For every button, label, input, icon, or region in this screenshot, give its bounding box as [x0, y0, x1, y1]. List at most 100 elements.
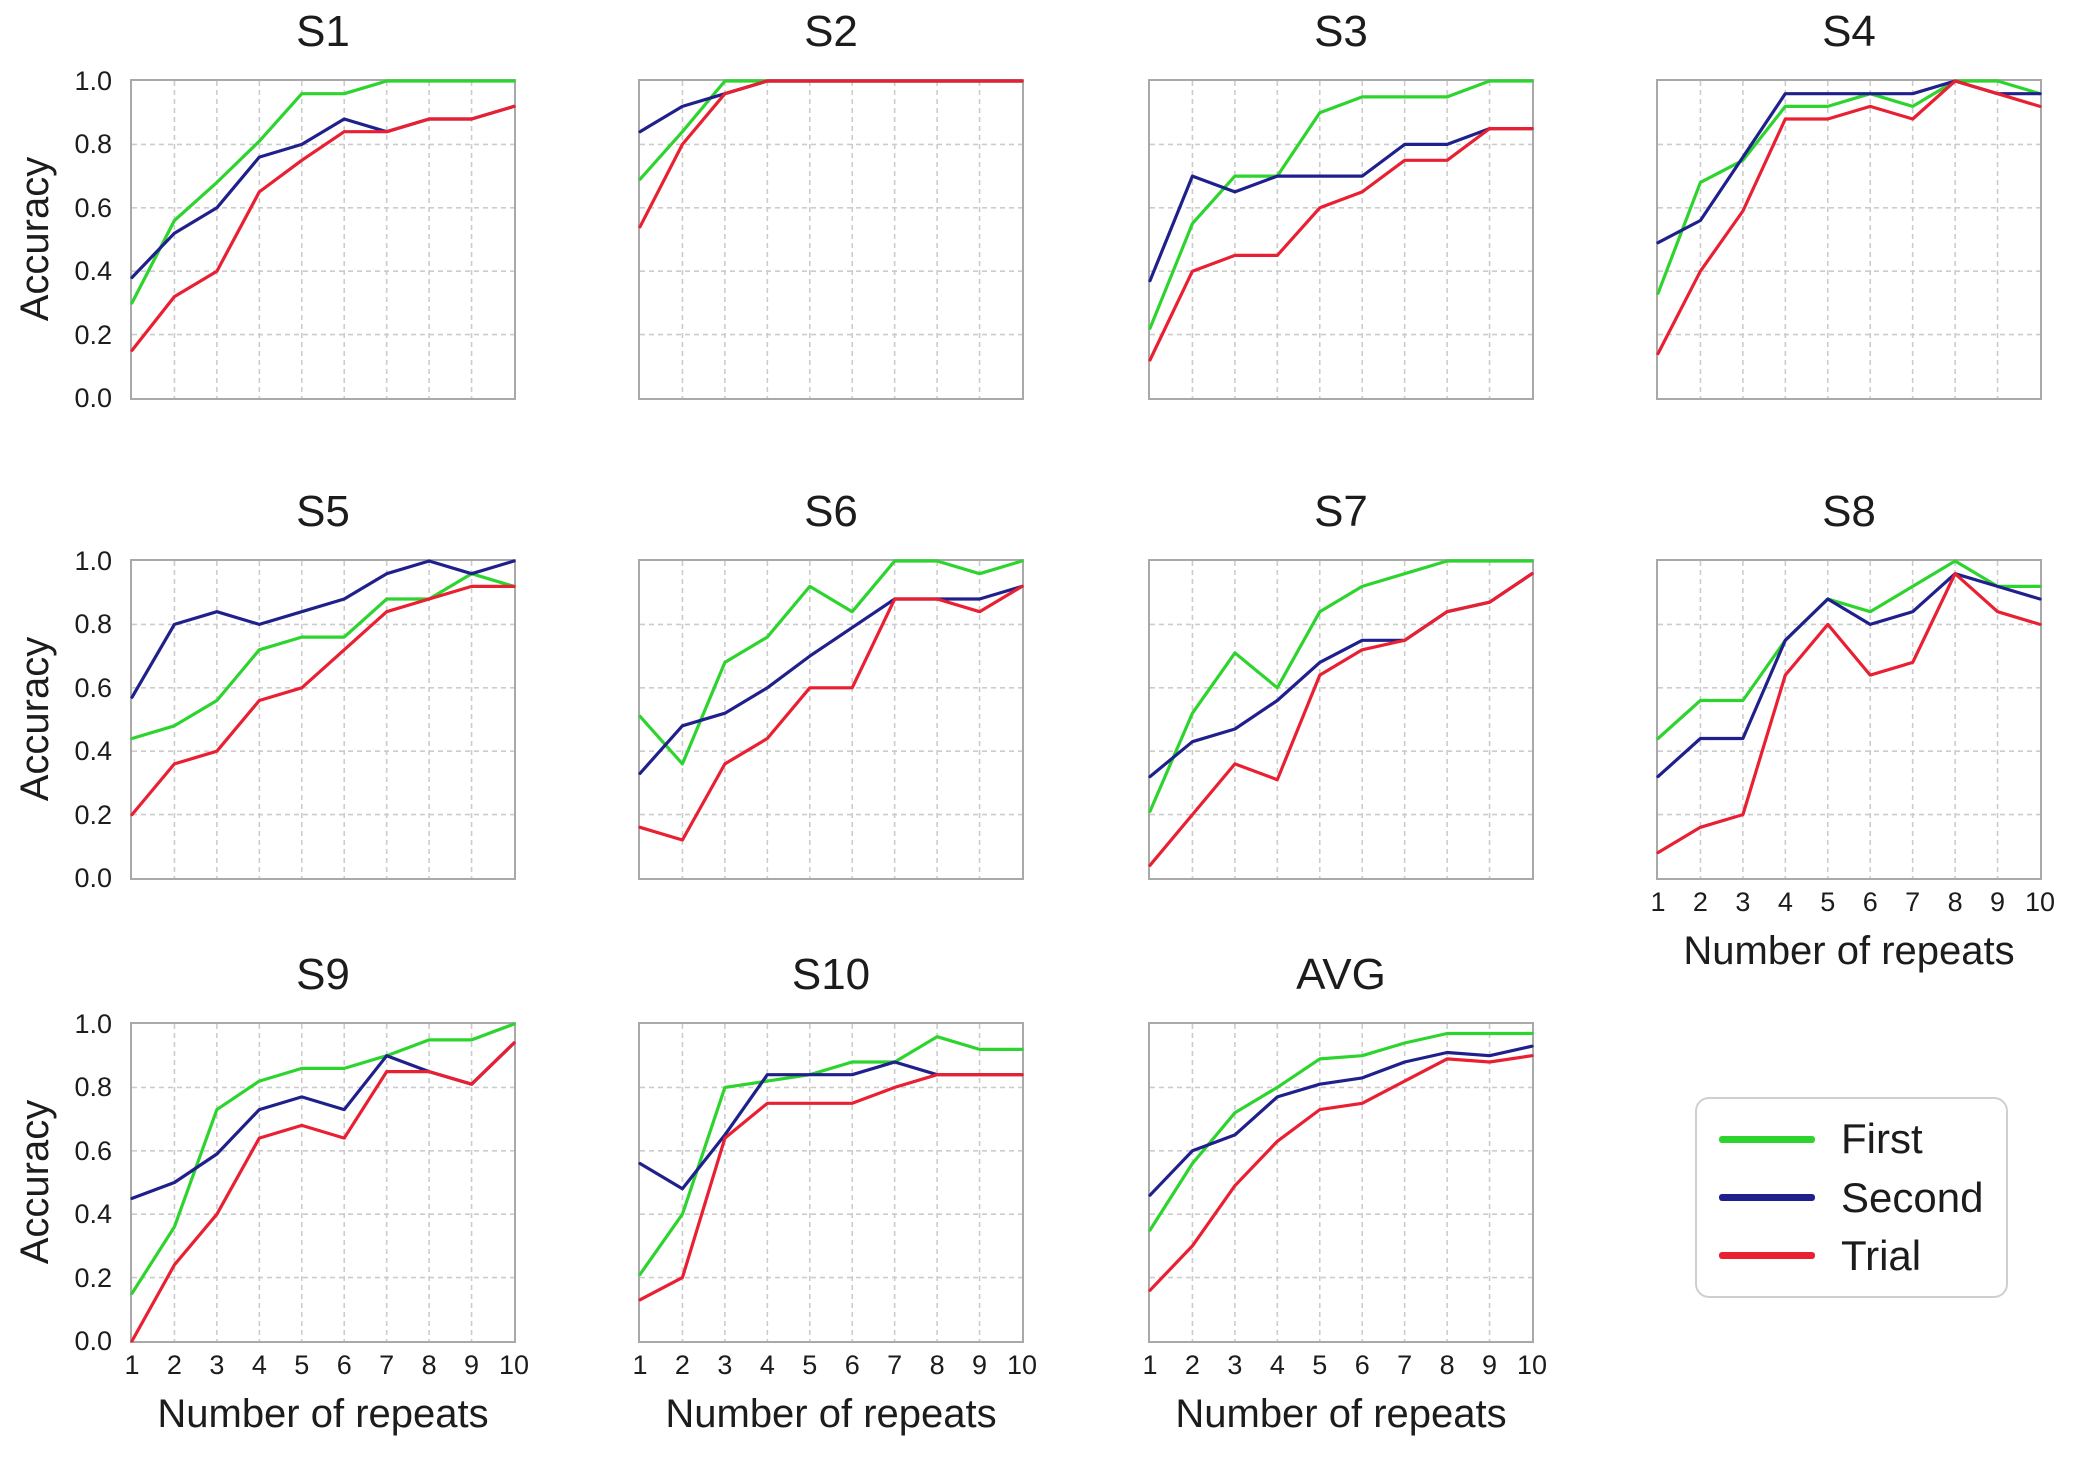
legend-entry-second: Second	[1719, 1174, 2006, 1222]
series-line-trial	[638, 79, 1024, 229]
series-line-second	[1148, 126, 1534, 283]
y-tick-label: 0.2	[74, 319, 112, 350]
y-tick-label: 0.4	[74, 256, 112, 287]
chart-title: S7	[1314, 487, 1368, 536]
legend-line-swatch-trial	[1719, 1252, 1815, 1260]
plot-frame	[1148, 79, 1534, 400]
x-tick-label: 10	[1006, 1350, 1038, 1380]
x-tick-label: 9	[1482, 1350, 1498, 1380]
x-tick-label: 3	[1735, 887, 1751, 917]
series-line-trial	[130, 1041, 516, 1343]
y-tick-label: 0.8	[74, 1072, 112, 1103]
x-tick-label: 3	[1227, 1350, 1243, 1380]
x-tick-label: 10	[2024, 887, 2056, 917]
legend-entry-first: First	[1719, 1115, 2006, 1163]
x-tick-label: 2	[1184, 1350, 1200, 1380]
plot-frame	[130, 1022, 516, 1343]
x-tick-label: 4	[759, 1350, 775, 1380]
series-line-trial	[638, 1073, 1024, 1302]
series-line-first	[1148, 559, 1534, 813]
x-tick-label: 1	[1650, 887, 1666, 917]
y-tick-label: 1.0	[74, 546, 112, 576]
y-tick-label: 0.4	[74, 736, 112, 767]
legend-entry-trial: Trial	[1719, 1232, 2006, 1280]
series-line-trial	[130, 584, 516, 817]
x-tick-label: 7	[887, 1350, 903, 1380]
x-tick-label: 3	[209, 1350, 225, 1380]
plot-area	[130, 79, 516, 400]
x-tick-label: 5	[1820, 887, 1836, 917]
x-tick-label: 1	[124, 1350, 140, 1380]
plot-frame	[1148, 559, 1534, 880]
x-tick-label: 8	[1947, 887, 1963, 917]
y-tick-label: 0.2	[74, 799, 112, 830]
plot-area	[1656, 559, 2042, 880]
plot-frame	[638, 559, 1024, 880]
x-tick-label: 10	[498, 1350, 530, 1380]
series-line-second	[130, 559, 516, 699]
chart-title: S3	[1314, 7, 1368, 56]
y-tick-label: 0.0	[74, 863, 112, 893]
y-tick-label: 0.0	[74, 1326, 112, 1356]
legend-label-trial: Trial	[1841, 1231, 1922, 1279]
series-line-first	[638, 559, 1024, 766]
x-tick-label: 7	[1905, 887, 1921, 917]
x-tick-label: 2	[1692, 887, 1708, 917]
legend-line-swatch-first	[1719, 1135, 1815, 1143]
x-tick-label: 8	[929, 1350, 945, 1380]
x-tick-label: 5	[1312, 1350, 1328, 1380]
legend-line-swatch-second	[1719, 1194, 1815, 1201]
x-tick-label: 6	[336, 1350, 352, 1380]
series-line-trial	[1148, 1054, 1534, 1292]
x-tick-label: 9	[1990, 887, 2006, 917]
y-tick-label: 0.8	[74, 609, 112, 640]
x-axis-label: Number of repeats	[1683, 929, 2015, 973]
plot-area	[638, 79, 1024, 400]
chart-title: S2	[804, 7, 858, 56]
y-tick-label: 1.0	[74, 66, 112, 96]
plot-frame	[1656, 559, 2042, 880]
x-tick-label: 2	[674, 1350, 690, 1380]
plot-area	[130, 559, 516, 880]
legend-label-first: First	[1841, 1115, 1923, 1163]
gridlines	[1658, 81, 2040, 398]
series-line-first	[130, 79, 516, 305]
y-tick-label: 0.8	[74, 129, 112, 160]
chart-title: S8	[1822, 487, 1876, 536]
x-axis-label: Number of repeats	[665, 1392, 997, 1436]
gridlines	[640, 81, 1022, 398]
chart-title: S5	[296, 487, 350, 536]
series-line-trial	[1656, 79, 2042, 356]
series-line-first	[1148, 1031, 1534, 1232]
series-line-first	[1656, 559, 2042, 741]
plot-frame	[130, 79, 516, 400]
series-line-second	[638, 584, 1024, 775]
series-line-trial	[1148, 126, 1534, 362]
y-tick-label: 1.0	[74, 1009, 112, 1039]
x-tick-label: 8	[1439, 1350, 1455, 1380]
chart-title: S4	[1822, 7, 1876, 56]
x-tick-label: 5	[294, 1350, 310, 1380]
legend: First Second Trial	[1695, 1097, 2008, 1298]
plot-frame	[130, 559, 516, 880]
x-tick-label: 8	[421, 1350, 437, 1380]
chart-title: AVG	[1296, 950, 1386, 999]
x-tick-label: 1	[1142, 1350, 1158, 1380]
x-tick-label: 4	[1269, 1350, 1285, 1380]
y-tick-label: 0.2	[74, 1262, 112, 1293]
x-tick-label: 1	[632, 1350, 648, 1380]
x-tick-label: 3	[717, 1350, 733, 1380]
x-tick-label: 5	[802, 1350, 818, 1380]
plot-area	[1148, 1022, 1534, 1343]
series-line-first	[638, 1035, 1024, 1276]
series-line-trial	[130, 104, 516, 352]
series-line-trial	[1148, 572, 1534, 867]
y-tick-label: 0.0	[74, 383, 112, 413]
